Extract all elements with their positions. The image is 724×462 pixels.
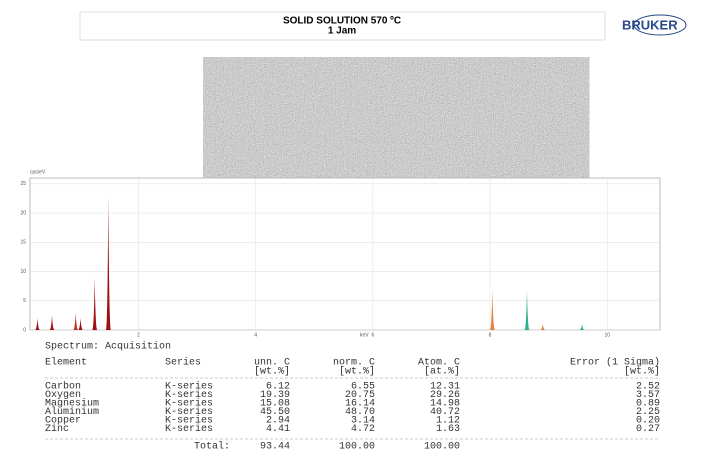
total-cell: 100.00 [424,442,460,453]
x-tick-label: 2 [137,332,140,338]
total-cell: 100.00 [339,442,375,453]
logo: BRUKER [622,17,678,32]
y-tick-label: 20 [20,210,26,216]
table-cell: 0.27 [636,424,660,435]
column-unit: [wt.%] [254,366,290,378]
column-unit: [wt.%] [339,366,375,378]
table-cell: 4.72 [351,424,375,435]
column-header: Series [165,357,201,369]
column-unit: [at.%] [424,366,460,378]
y-tick-label: 5 [23,298,26,304]
column-unit: [wt.%] [624,366,660,378]
table-cell: 4.41 [266,424,290,435]
x-tick-label: 8 [489,332,492,338]
spectrum-chart: cps/eV keV 0 5 10 15 20 25 2 4 6 8 10 [20,169,660,338]
x-axis-label: keV [360,332,369,338]
x-tick-label: 6 [371,332,374,338]
page: SOLID SOLUTION 570 ºC 1 Jam BRUKER cps/e… [0,0,724,457]
y-tick-label: 10 [20,269,26,275]
table-caption: Spectrum: Acquisition [45,341,171,353]
y-tick-label: 15 [20,240,26,246]
table-cell: K-series [165,423,213,435]
total-cell: 93.44 [260,442,290,453]
x-tick-label: 10 [604,332,610,338]
y-tick-label: 0 [23,327,26,333]
subtitle: 1 Jam [328,26,356,37]
plot-area [30,178,660,330]
y-tick-label: 25 [20,181,26,187]
table-cell: Zinc [45,423,69,435]
table-cell: 1.63 [436,424,460,435]
total-cell: Total: [194,441,230,453]
x-tick-label: 4 [254,332,257,338]
y-axis-label: cps/eV [30,169,46,175]
column-header: Element [45,357,87,369]
report: SOLID SOLUTION 570 ºC 1 Jam BRUKER cps/e… [0,0,724,457]
sem-image [203,57,525,160]
